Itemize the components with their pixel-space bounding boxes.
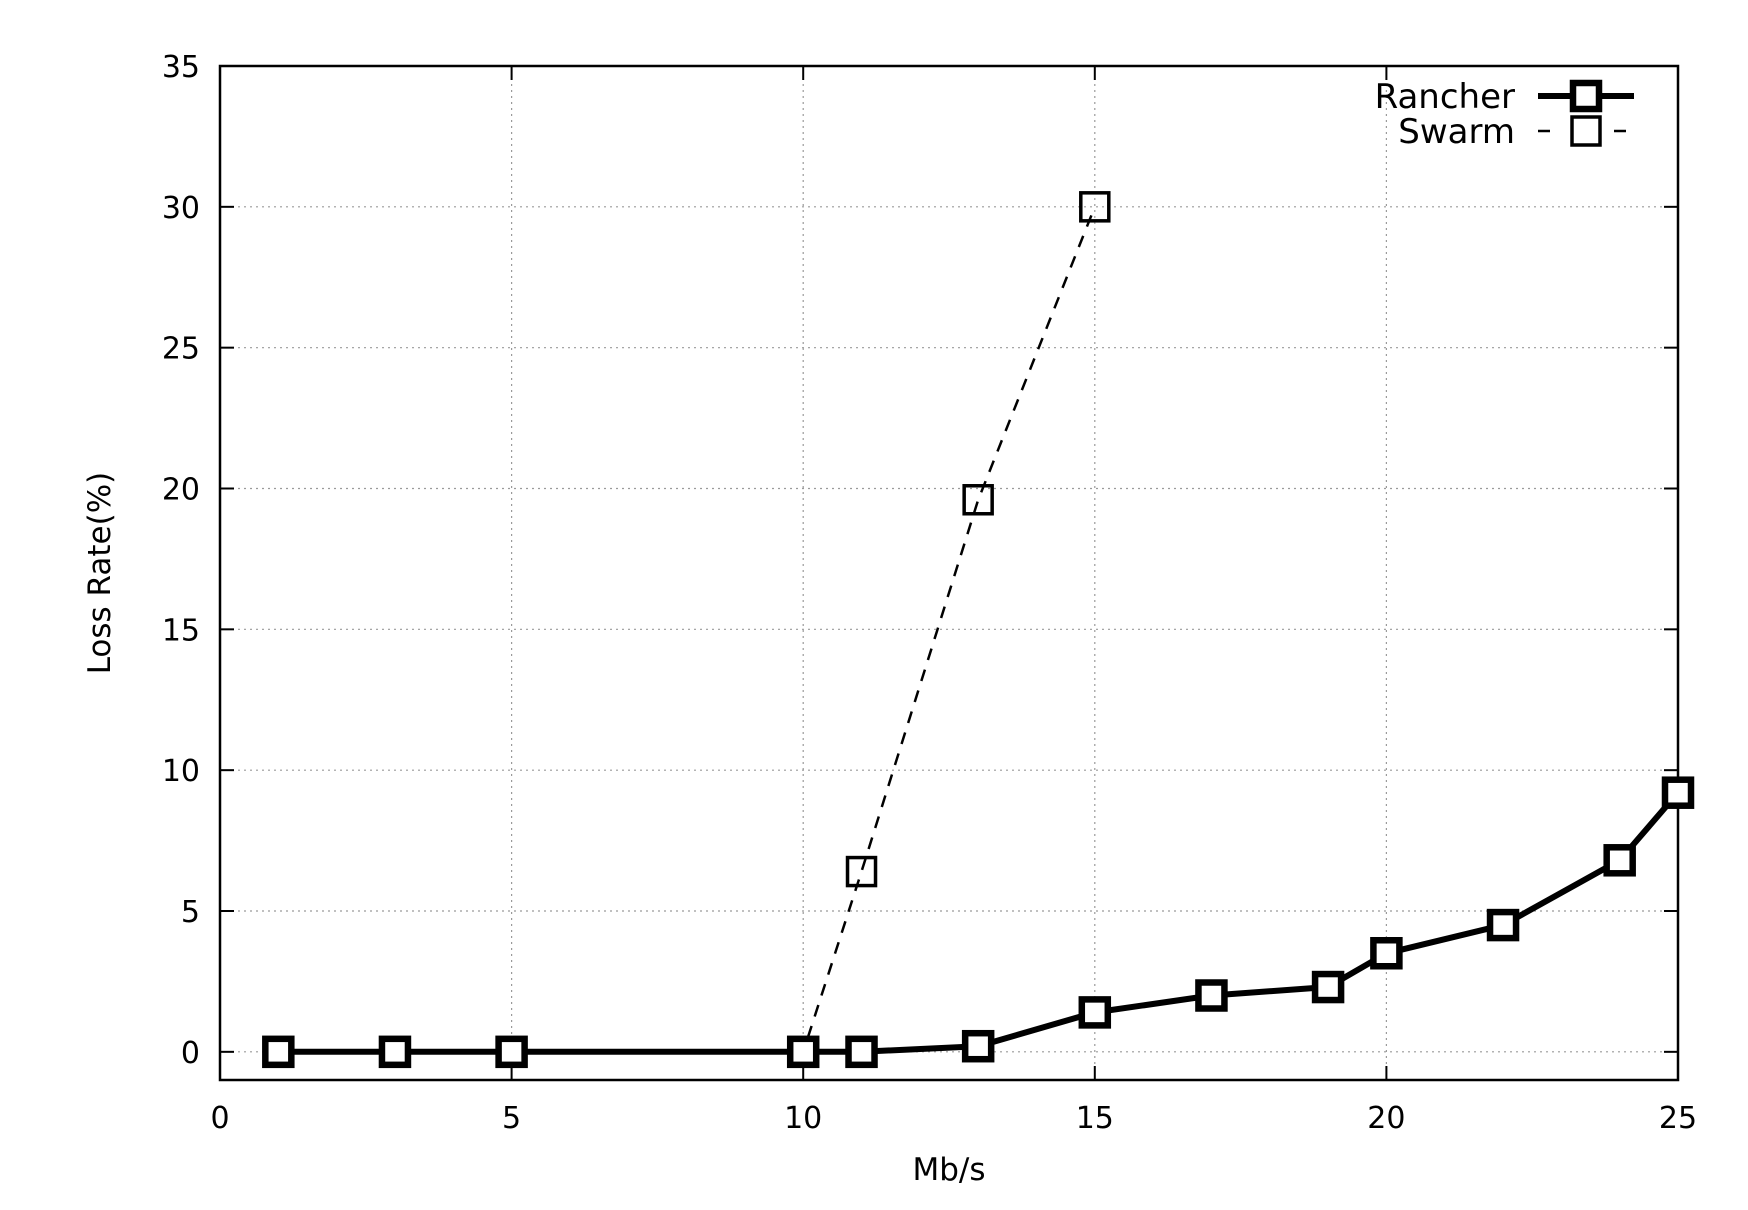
legend-item-swarm: Swarm (1398, 112, 1634, 152)
data-point-rancher (1486, 908, 1520, 942)
data-point-rancher (786, 1035, 820, 1069)
y-tick-label: 25 (162, 332, 200, 367)
x-tick-label: 20 (1367, 1101, 1405, 1136)
y-tick-label: 10 (162, 754, 200, 789)
data-point-rancher (1661, 776, 1695, 809)
series-rancher (262, 776, 1695, 1069)
legend-item-rancher: Rancher (1375, 77, 1634, 117)
series-line-swarm (806, 206, 1096, 1038)
data-point-rancher (1603, 844, 1636, 877)
data-point-rancher (845, 1035, 878, 1069)
x-tick-labels: 0 5 10 15 20 25 (210, 1101, 1697, 1136)
data-point-swarm (845, 855, 878, 888)
legend-label: Swarm (1398, 112, 1515, 152)
x-tick-label: 25 (1659, 1101, 1697, 1136)
data-point-swarm (962, 484, 994, 516)
x-tick-label: 5 (502, 1101, 521, 1136)
data-point-rancher (1370, 937, 1403, 970)
y-tick-label: 5 (181, 895, 200, 930)
data-point-rancher (1195, 979, 1228, 1012)
x-axis-title: Mb/s (912, 1152, 985, 1188)
data-point-rancher (1078, 996, 1112, 1029)
data-point-rancher (1311, 970, 1345, 1004)
x-tick-label: 15 (1076, 1101, 1114, 1136)
data-point-rancher (495, 1035, 528, 1069)
y-tick-label: 35 (162, 50, 200, 85)
y-tick-label: 20 (162, 473, 200, 508)
axis-ticks (219, 65, 1679, 1080)
legend-marker (1569, 79, 1603, 113)
y-axis-title: Loss Rate(%) (82, 472, 118, 675)
y-tick-label: 30 (162, 191, 200, 226)
series-line-rancher (278, 790, 1681, 1055)
data-point-rancher (262, 1035, 295, 1069)
gridlines (219, 65, 1679, 1080)
series (262, 191, 1695, 1069)
data-point-rancher (378, 1035, 412, 1069)
legend-label: Rancher (1375, 77, 1515, 117)
x-tick-label: 0 (210, 1101, 229, 1136)
y-tick-labels: 0 5 10 15 20 25 30 35 (162, 50, 200, 1071)
x-tick-label: 10 (784, 1101, 822, 1136)
data-point-rancher (961, 1029, 995, 1063)
legend-marker (1570, 115, 1602, 147)
y-tick-label: 0 (181, 1036, 200, 1071)
plot-frame (218, 64, 1680, 1082)
y-tick-label: 15 (162, 613, 200, 648)
data-point-swarm (1079, 191, 1111, 223)
